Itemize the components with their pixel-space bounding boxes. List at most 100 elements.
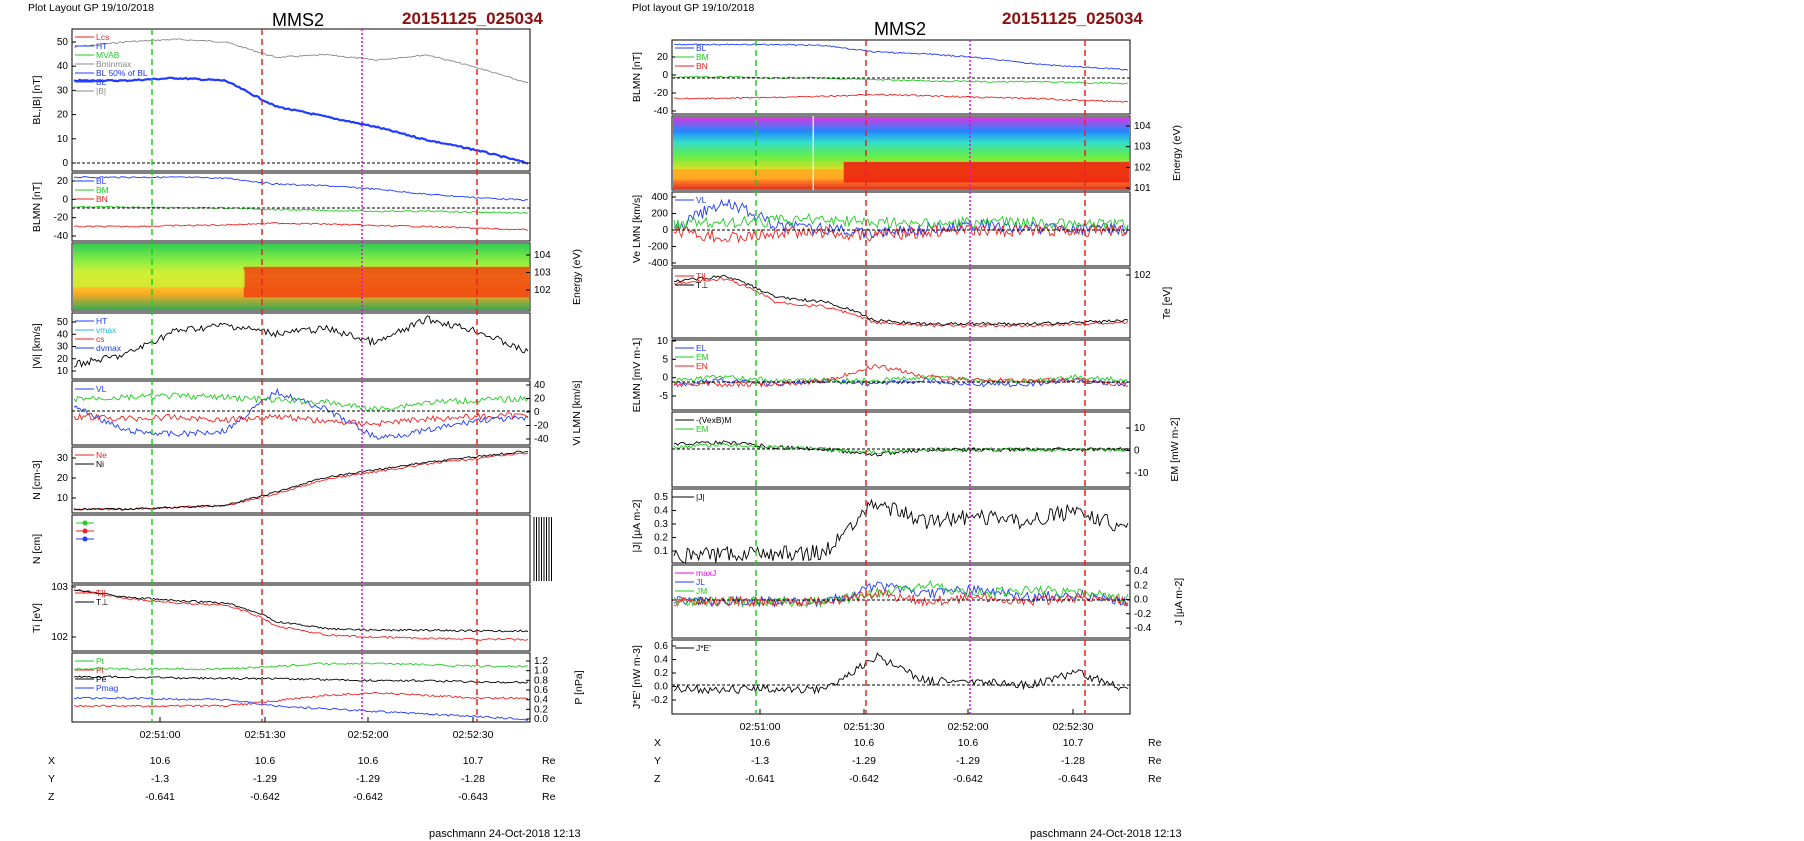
- legend-label: MVAB: [96, 50, 120, 60]
- x-tick-label: 02:52:30: [453, 729, 494, 741]
- series-line: [73, 222, 529, 231]
- legend-label: BL: [96, 176, 107, 186]
- series-line: [673, 43, 1129, 71]
- legend-label: Pe: [96, 674, 107, 684]
- series-line: [73, 176, 529, 202]
- legend-label: BL: [96, 77, 107, 87]
- x-tick-label: 02:51:00: [740, 721, 781, 733]
- y-tick-label: 0.0: [1134, 595, 1148, 606]
- legend-label: BL: [696, 43, 707, 53]
- ephemeris-value: -0.642: [353, 791, 383, 803]
- y-tick-label: 102: [534, 285, 551, 296]
- spectrogram-region: [73, 270, 245, 288]
- legend-label: EN: [696, 361, 708, 371]
- y-tick-label: 103: [534, 268, 551, 279]
- y-axis-label: Ve LMN [km/s]: [631, 195, 643, 263]
- y-tick-label: -20: [534, 421, 549, 432]
- left-spacecraft-title: MMS2: [272, 10, 325, 30]
- y-tick-label: 102: [1134, 270, 1151, 281]
- y-tick-label: 0.6: [654, 641, 668, 652]
- y-tick-label: 50: [57, 37, 69, 48]
- ephemeris-value: -1.29: [356, 773, 380, 785]
- panel-frame: [671, 488, 1131, 564]
- ephemeris-value: -0.641: [745, 773, 775, 785]
- legend-label: cs: [96, 334, 105, 344]
- y-tick-label: 10: [657, 336, 669, 347]
- right-event-id: 20151125_025034: [1002, 9, 1143, 28]
- y-tick-label: 10: [57, 493, 69, 504]
- y-tick-label: 0: [534, 407, 540, 418]
- series-line: [73, 662, 529, 671]
- y-tick-label: 5: [662, 354, 668, 365]
- panel-frame: [671, 564, 1131, 639]
- ephemeris-value: -0.642: [250, 791, 280, 803]
- ephemeris-value: 10.6: [853, 737, 875, 749]
- legend-label: Pi: [96, 665, 104, 675]
- panel-frame: [671, 39, 1131, 115]
- ephemeris-value: -0.641: [145, 791, 175, 803]
- y-tick-label: 20: [57, 176, 69, 187]
- panel-frame: [671, 411, 1131, 488]
- left-footer: paschmann 24-Oct-2018 12:13: [429, 828, 581, 840]
- y-tick-label: -20: [54, 213, 69, 224]
- series-line: [73, 589, 529, 641]
- y-tick-label: 0: [662, 70, 668, 81]
- series-line: [73, 38, 528, 83]
- right-spacecraft-title: MMS2: [874, 19, 927, 39]
- y-tick-label: 40: [57, 329, 69, 340]
- y-tick-label: 10: [57, 366, 69, 377]
- panel-frame: [671, 339, 1131, 411]
- y-tick-label: 0: [62, 194, 68, 205]
- series-line: [73, 392, 529, 412]
- legend-label: T⊥: [696, 280, 709, 290]
- ephemeris-value: 10.6: [957, 737, 979, 749]
- y-tick-label: 0: [62, 158, 68, 169]
- y-tick-label: 10: [57, 134, 69, 145]
- y-tick-label: 20: [57, 110, 69, 121]
- panel-frame: [671, 267, 1131, 339]
- series-line: [673, 498, 1129, 564]
- y-tick-label: 0.4: [534, 695, 548, 706]
- series-line: [673, 652, 1129, 695]
- legend-label: EM: [696, 424, 709, 434]
- panel-frame: [71, 172, 531, 242]
- y-tick-label: -200: [648, 242, 668, 253]
- series-line: [673, 274, 1129, 327]
- ephemeris-value: -0.643: [1058, 773, 1088, 785]
- panel-frame: [671, 191, 1131, 267]
- y-tick-label: 20: [657, 52, 669, 63]
- panel-frame: [71, 242, 531, 312]
- y-axis-label: J [μA m-2]: [1173, 578, 1185, 626]
- y-tick-label: 0.0: [534, 714, 548, 725]
- y-axis-label: EM [mW m-2]: [1169, 417, 1181, 481]
- y-axis-label: J*E' [nW m-3]: [631, 645, 643, 709]
- spectrogram-region: [243, 266, 529, 298]
- legend-label: J*E': [696, 643, 711, 653]
- y-tick-label: -10: [1134, 468, 1149, 479]
- ephemeris-value: -1.3: [750, 755, 770, 767]
- legend-label: T||: [96, 588, 106, 598]
- ephemeris-unit: Re: [542, 773, 556, 785]
- series-line: [73, 589, 529, 633]
- y-tick-label: 0.2: [1134, 580, 1148, 591]
- y-axis-label: Vi LMN [km/s]: [571, 380, 583, 445]
- ephemeris-value: -1.29: [253, 773, 277, 785]
- y-axis-label: Ti [eV]: [31, 603, 43, 633]
- y-axis-label: |J| [μA m-2]: [631, 499, 643, 552]
- y-tick-label: 0.1: [654, 546, 668, 557]
- y-tick-label: 0.8: [534, 675, 548, 686]
- y-tick-label: 0.5: [654, 492, 668, 503]
- y-axis-label: Te [eV]: [1161, 287, 1173, 320]
- legend-label: Pt: [96, 656, 105, 666]
- y-tick-label: 30: [57, 342, 69, 353]
- y-tick-label: 400: [651, 192, 668, 203]
- y-tick-label: 200: [651, 209, 668, 220]
- ephemeris-value: 10.7: [1062, 737, 1084, 749]
- legend-marker: [82, 528, 88, 534]
- legend-label: dvmax: [96, 343, 122, 353]
- ephemeris-value: 10.6: [749, 737, 771, 749]
- spectrogram-region: [673, 169, 845, 180]
- series-line: [73, 696, 529, 721]
- y-tick-label: 20: [57, 354, 69, 365]
